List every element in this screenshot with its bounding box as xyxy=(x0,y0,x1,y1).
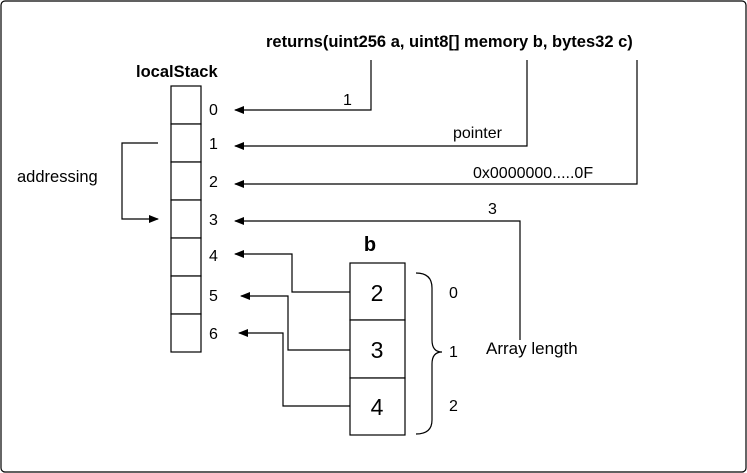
arrow-c-label: 0x0000000.....0F xyxy=(473,165,593,182)
array-b-value-2: 4 xyxy=(371,394,384,420)
array-b-index-0: 0 xyxy=(449,285,458,302)
array-b-value-0: 2 xyxy=(371,280,384,306)
arrow-a-label: 1 xyxy=(343,92,352,109)
arrow-b-label: pointer xyxy=(453,125,503,142)
array-b-cell-2 xyxy=(349,377,406,436)
function-signature: returns(uint256 a, uint8[] memory b, byt… xyxy=(266,33,633,51)
stack-index-1: 1 xyxy=(209,136,218,153)
array-b-value-1: 3 xyxy=(371,337,384,363)
array-length-label: Array length xyxy=(486,339,578,358)
stack-cell-6 xyxy=(170,313,202,353)
stack-cells xyxy=(170,85,202,353)
arrow-elem-1-to-slot-5 xyxy=(240,292,350,351)
addressing-arrow xyxy=(121,142,159,223)
arrow-elem-2-to-slot-6 xyxy=(238,329,350,407)
stack-title: localStack xyxy=(136,63,218,81)
array-b-cell-0 xyxy=(349,262,406,321)
arrow-c-to-slot-2 xyxy=(234,60,638,188)
array-b-title: b xyxy=(364,234,376,256)
stack-cell-1 xyxy=(170,123,202,163)
arrow-a-to-slot-0 xyxy=(234,60,372,114)
arrow-elem-0-to-slot-4 xyxy=(234,250,350,293)
stack-cell-5 xyxy=(170,275,202,315)
addressing-label: addressing xyxy=(17,168,98,186)
arrow-length-to-slot-3 xyxy=(234,217,521,340)
array-b-index-1: 1 xyxy=(449,344,458,361)
stack-cell-4 xyxy=(170,237,202,277)
stack-indices: 0 1 2 3 4 5 6 xyxy=(209,102,218,343)
arrow-length-label: 3 xyxy=(488,201,497,218)
array-b-cells xyxy=(349,262,406,436)
stack-cell-2 xyxy=(170,161,202,201)
stack-cell-0 xyxy=(170,85,202,125)
stack-index-5: 5 xyxy=(209,288,218,305)
array-b-index-2: 2 xyxy=(449,398,458,415)
stack-index-6: 6 xyxy=(209,326,218,343)
stack-index-3: 3 xyxy=(209,212,218,229)
array-brace xyxy=(415,272,443,435)
stack-index-2: 2 xyxy=(209,174,218,191)
arrow-b-to-slot-1 xyxy=(234,60,528,150)
stack-index-4: 4 xyxy=(209,248,218,265)
stack-cell-3 xyxy=(170,199,202,239)
stack-index-0: 0 xyxy=(209,102,218,119)
